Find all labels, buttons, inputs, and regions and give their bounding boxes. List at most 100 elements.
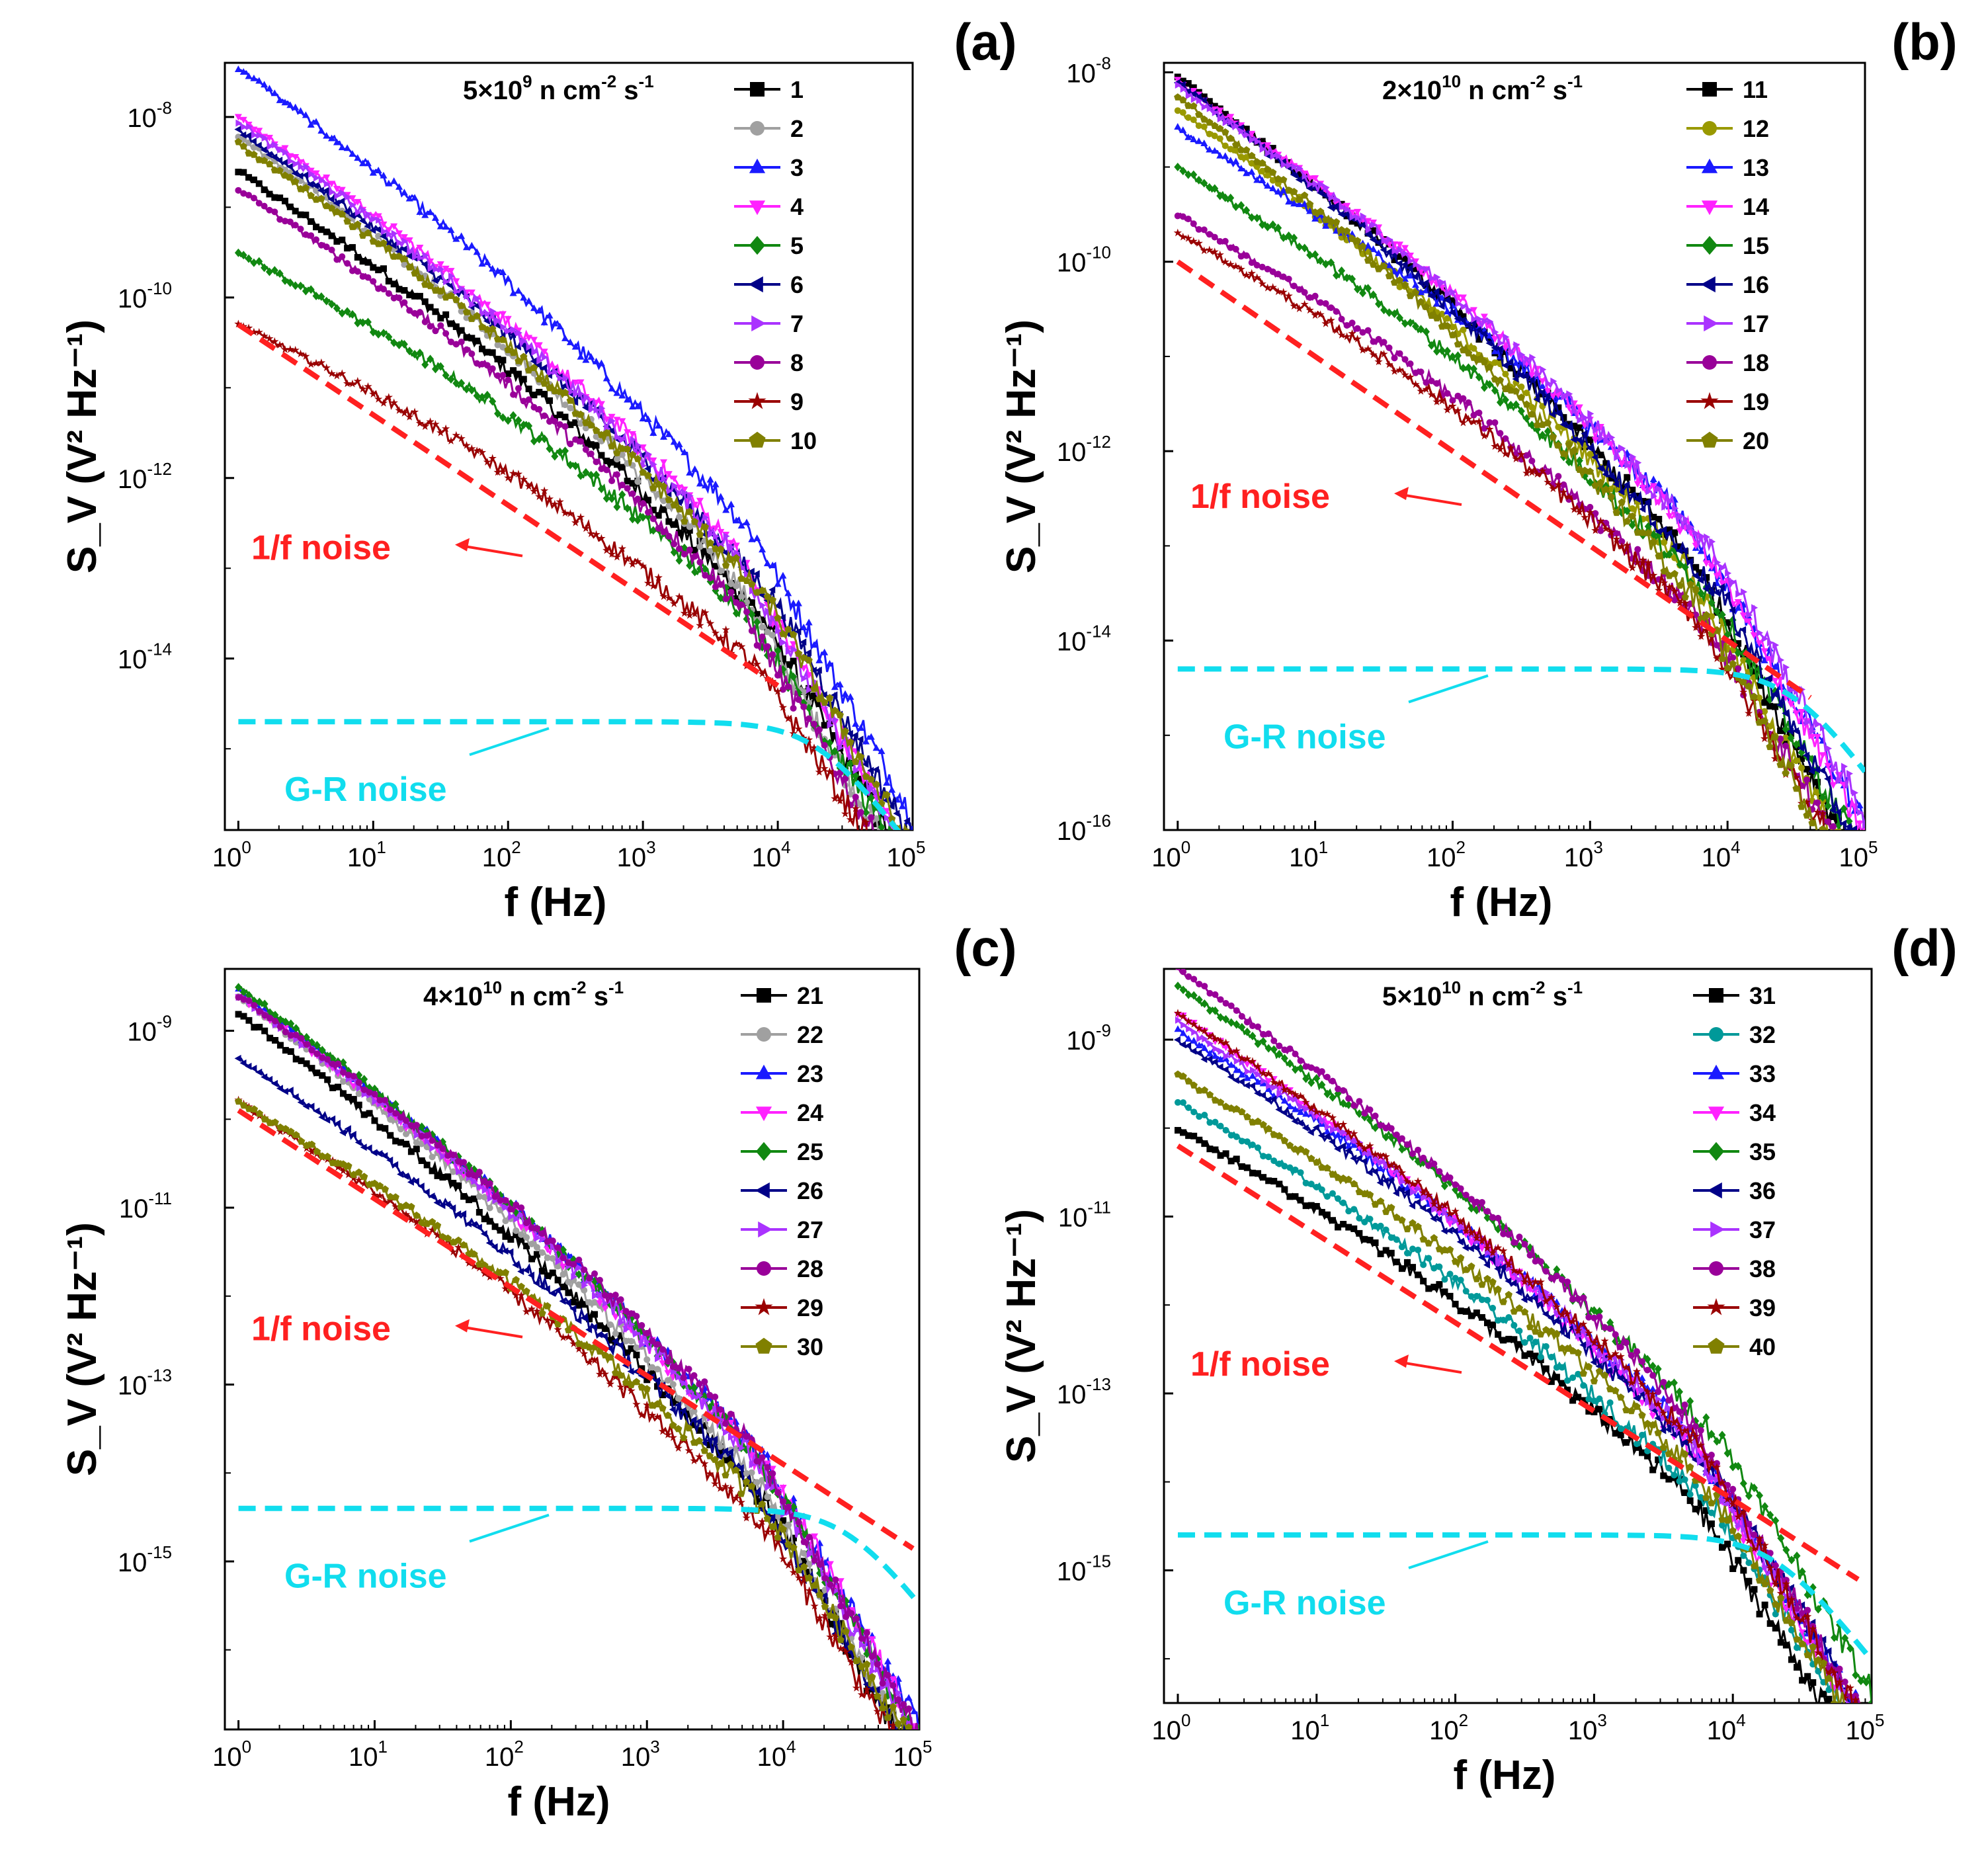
data-point xyxy=(862,817,870,826)
data-point xyxy=(1697,547,1705,554)
data-point xyxy=(359,258,366,265)
data-point xyxy=(649,1364,656,1371)
data-point xyxy=(1798,802,1805,810)
data-point xyxy=(502,1233,509,1240)
data-point xyxy=(555,1258,562,1266)
legend-label: 6 xyxy=(790,271,804,298)
data-point xyxy=(712,532,720,540)
data-point xyxy=(1459,294,1467,302)
data-point xyxy=(903,817,911,825)
data-point xyxy=(1317,256,1325,265)
data-point xyxy=(1565,423,1572,431)
data-point xyxy=(628,1345,635,1352)
data-point xyxy=(528,1271,535,1279)
data-point xyxy=(513,1201,520,1208)
data-point xyxy=(465,1250,473,1257)
data-point xyxy=(733,599,740,606)
data-point xyxy=(1174,981,1182,991)
data-point xyxy=(1227,1061,1235,1068)
data-point xyxy=(1311,175,1319,183)
data-point xyxy=(769,651,776,658)
data-point xyxy=(1639,1431,1646,1438)
data-point xyxy=(1676,581,1684,589)
data-point xyxy=(528,1255,536,1263)
data-point xyxy=(386,1156,393,1164)
data-point xyxy=(1216,238,1223,245)
data-point xyxy=(1274,175,1282,183)
data-point xyxy=(706,539,714,546)
data-point xyxy=(390,223,398,230)
data-point xyxy=(851,731,858,739)
x-tick-label: 100 xyxy=(212,837,251,872)
data-point xyxy=(1427,390,1436,399)
data-point xyxy=(392,1138,399,1145)
data-point xyxy=(567,405,574,412)
data-point xyxy=(365,1144,372,1152)
data-point xyxy=(1222,1015,1230,1024)
data-point xyxy=(655,421,663,429)
data-point xyxy=(431,364,439,374)
data-point xyxy=(658,1427,667,1435)
data-point xyxy=(595,1370,604,1378)
data-point xyxy=(338,210,346,218)
data-point xyxy=(1385,272,1393,280)
data-point xyxy=(375,285,382,292)
one-over-f-label: 1/f noise xyxy=(1190,478,1330,516)
data-point xyxy=(723,532,730,540)
data-point xyxy=(548,1289,556,1297)
x-tick-label: 103 xyxy=(1564,837,1603,872)
data-point xyxy=(748,535,756,542)
data-point xyxy=(1528,372,1536,379)
data-point xyxy=(447,338,454,345)
legend-marker xyxy=(1702,121,1717,136)
legend-item: 12 xyxy=(1686,115,1769,142)
data-point xyxy=(1760,648,1768,655)
data-point xyxy=(696,530,704,538)
data-point xyxy=(345,1071,352,1079)
data-point xyxy=(407,1202,415,1210)
data-point xyxy=(452,431,460,439)
data-point xyxy=(1575,456,1583,465)
data-point xyxy=(1206,1145,1214,1153)
data-point xyxy=(836,796,845,805)
data-point xyxy=(1317,181,1325,188)
legend-item: 15 xyxy=(1686,232,1769,259)
x-tick-label: 103 xyxy=(617,837,656,872)
data-point xyxy=(1306,294,1313,301)
data-point xyxy=(613,417,621,424)
data-point xyxy=(511,326,518,334)
data-point xyxy=(478,260,486,267)
data-point xyxy=(1174,1011,1182,1018)
data-point xyxy=(1505,1314,1512,1321)
data-point xyxy=(888,815,896,823)
data-point xyxy=(706,476,714,483)
data-point xyxy=(1237,253,1245,260)
data-point xyxy=(1190,136,1198,143)
data-point xyxy=(234,319,243,328)
data-point xyxy=(785,647,792,655)
data-point xyxy=(593,406,601,414)
data-point xyxy=(458,284,466,292)
data-point xyxy=(1343,210,1350,218)
data-point xyxy=(349,267,356,274)
data-point xyxy=(1290,302,1298,310)
data-point xyxy=(1688,523,1695,531)
data-point xyxy=(1665,550,1673,559)
data-point xyxy=(800,703,808,710)
data-point xyxy=(768,1527,777,1536)
data-point xyxy=(381,1198,390,1206)
data-point xyxy=(1713,573,1721,580)
data-point xyxy=(407,1148,415,1155)
data-point xyxy=(686,523,693,530)
data-point xyxy=(581,1286,588,1294)
data-point xyxy=(1396,313,1404,323)
data-point xyxy=(1554,480,1563,488)
data-point xyxy=(234,114,242,121)
data-point xyxy=(1286,1059,1294,1068)
data-point xyxy=(1200,226,1208,233)
data-point xyxy=(1429,274,1436,282)
plot-area xyxy=(1173,969,1872,1703)
data-point xyxy=(645,450,652,458)
data-point xyxy=(681,489,688,497)
data-point xyxy=(1778,656,1785,664)
